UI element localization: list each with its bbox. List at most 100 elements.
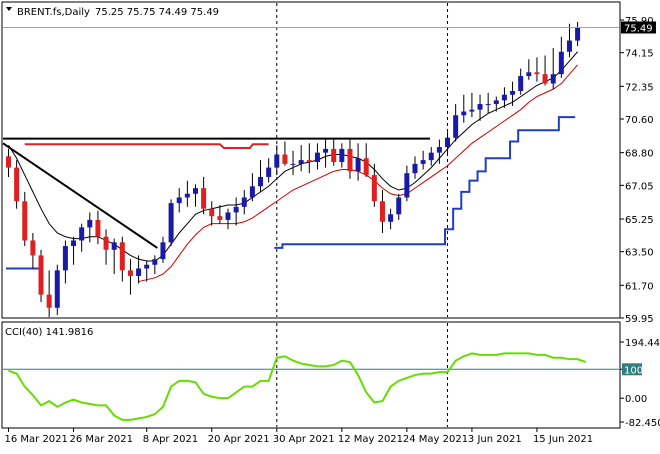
candle — [14, 160, 20, 209]
candle-body — [71, 240, 77, 247]
candle-body — [469, 109, 475, 112]
candle — [282, 141, 288, 166]
candle-body — [388, 214, 394, 222]
candle — [420, 150, 426, 170]
candle — [493, 96, 499, 112]
price-tick-label: 70.60 — [625, 115, 654, 126]
candle-body — [6, 156, 11, 168]
candle-body — [62, 246, 68, 271]
candle-body — [160, 242, 166, 260]
candle — [363, 143, 369, 177]
candle — [79, 223, 85, 252]
candle-body — [453, 115, 459, 138]
last-price-label: 75.49 — [624, 23, 653, 34]
cci-tick-label: 194.4472 — [625, 338, 660, 349]
candle-body — [192, 188, 198, 194]
candle-body — [510, 90, 516, 95]
candle-body — [534, 72, 540, 75]
candle — [54, 264, 60, 316]
candle-body — [298, 160, 304, 164]
candle — [266, 158, 272, 183]
candle-body — [119, 242, 125, 271]
candle-body — [54, 270, 60, 308]
candle — [518, 68, 524, 95]
price-tick-label: 72.35 — [625, 82, 654, 93]
candle — [339, 143, 345, 168]
candle-body — [436, 147, 442, 153]
candle — [534, 57, 540, 82]
candle — [176, 188, 182, 213]
candle — [38, 249, 44, 303]
candle — [550, 48, 556, 90]
candle — [184, 180, 190, 207]
candle — [152, 255, 158, 275]
candle-body — [168, 203, 174, 243]
candle-body — [144, 264, 150, 269]
candle-body — [38, 255, 44, 295]
price-tick-label: 68.80 — [625, 149, 654, 160]
candle — [388, 208, 394, 230]
candle-body — [379, 201, 385, 222]
candle-body — [485, 104, 491, 106]
date-tick-label: 15 Jun 2021 — [533, 434, 593, 445]
price-tick-label: 63.50 — [625, 248, 654, 259]
candle-body — [233, 206, 239, 213]
candle — [371, 163, 377, 207]
price-tick-label: 65.25 — [625, 215, 654, 226]
date-tick-label: 3 Jun 2021 — [468, 434, 522, 445]
date-axis: 16 Mar 2021 26 Mar 2021 8 Apr 2021 20 Apr 2… — [5, 428, 593, 445]
candle — [526, 59, 532, 80]
candle — [241, 190, 247, 215]
candle-body — [95, 219, 101, 237]
candle-body — [241, 197, 247, 207]
candle — [461, 94, 467, 123]
candle — [192, 184, 198, 207]
candle — [274, 145, 280, 176]
candle-body — [363, 158, 369, 176]
candle-body — [355, 158, 361, 172]
candle — [396, 193, 402, 220]
candle — [477, 94, 483, 121]
candle-body — [518, 76, 524, 91]
candle-body — [493, 100, 499, 105]
cci-pane[interactable]: 194.4472 100 0.00 -82.4501 CCI(40) 141.9816 — [1, 321, 660, 429]
candle-body — [445, 137, 451, 148]
candle — [233, 197, 239, 226]
date-tick-label: 20 Apr 2021 — [208, 434, 270, 445]
candle-body — [136, 268, 142, 276]
candle-body — [46, 294, 52, 308]
candle-body — [266, 167, 272, 177]
candle-body — [30, 240, 36, 256]
cci-level-badge — [622, 363, 642, 376]
candle-body — [477, 104, 483, 110]
candle — [445, 132, 451, 155]
candle — [144, 261, 150, 282]
candle-body — [404, 173, 410, 198]
candle-body — [111, 242, 117, 250]
cci-pane-border — [1, 321, 621, 429]
candle — [542, 55, 548, 86]
candle — [566, 23, 572, 58]
candle — [331, 137, 337, 166]
candle — [119, 236, 125, 282]
candle — [412, 156, 418, 179]
cci-tick-label: 0.00 — [625, 394, 647, 405]
candle — [6, 148, 11, 177]
candle-body — [103, 236, 109, 250]
red-level-line — [24, 143, 269, 149]
candle — [379, 190, 385, 233]
date-tick-label: 26 Mar 2021 — [70, 434, 133, 445]
candle — [347, 139, 353, 179]
price-pane[interactable]: 75.9074.1572.3570.6068.8067.0565.2563.50… — [1, 1, 656, 325]
candle-body — [306, 160, 312, 162]
candle — [306, 143, 312, 174]
candle — [428, 147, 434, 166]
candle-body — [420, 160, 426, 164]
chevron-down-icon[interactable] — [6, 7, 12, 11]
candle-body — [274, 154, 280, 168]
candle — [160, 236, 166, 263]
candle — [168, 199, 174, 247]
candle — [136, 255, 142, 284]
date-tick-label: 12 May 2021 — [338, 434, 403, 445]
